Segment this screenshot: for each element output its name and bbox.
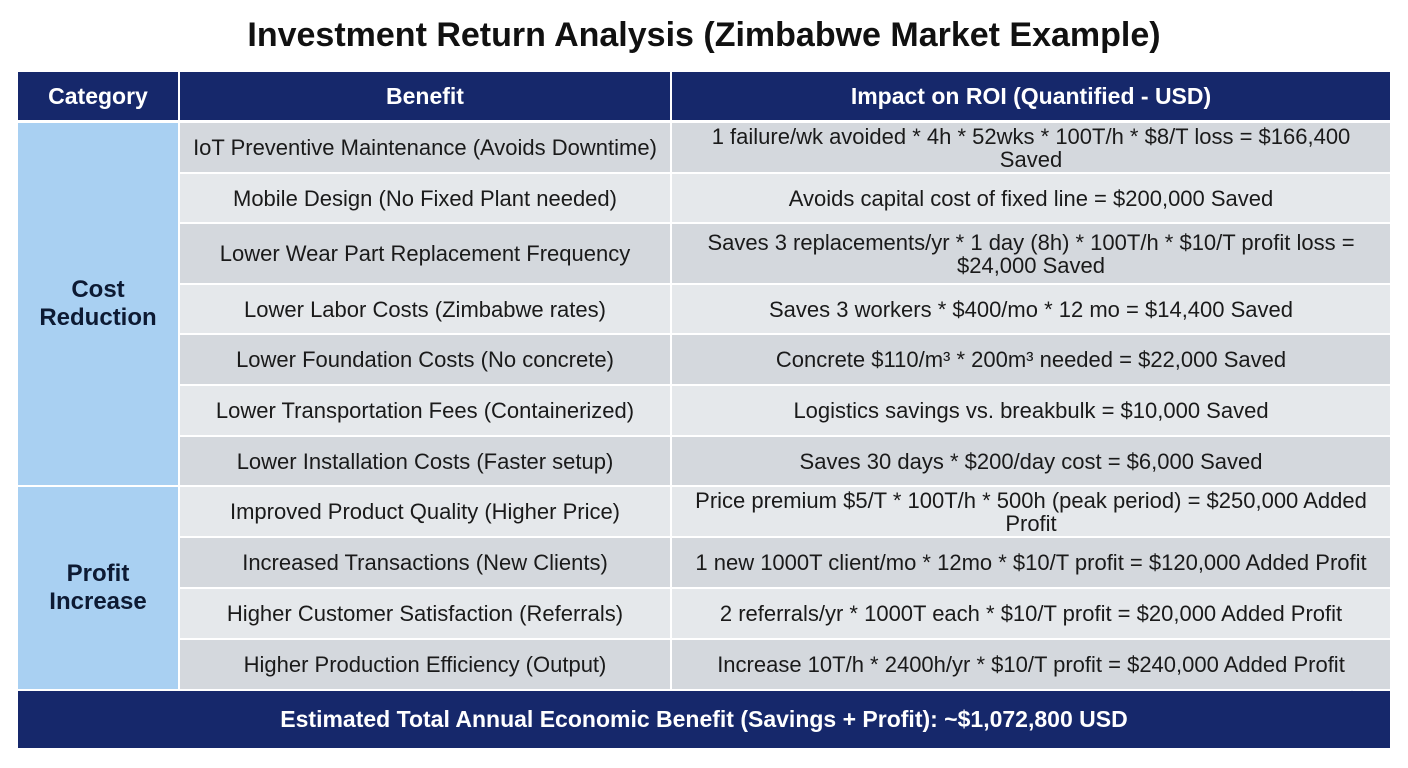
impact-cell: 1 new 1000T client/mo * 12mo * $10/T pro… bbox=[672, 538, 1390, 587]
footer-total: Estimated Total Annual Economic Benefit … bbox=[18, 691, 1390, 748]
benefit-cell: Lower Wear Part Replacement Frequency bbox=[180, 224, 670, 283]
impact-cell: Logistics savings vs. breakbulk = $10,00… bbox=[672, 386, 1390, 435]
benefit-cell: Lower Labor Costs (Zimbabwe rates) bbox=[180, 285, 670, 333]
impact-cell: 1 failure/wk avoided * 4h * 52wks * 100T… bbox=[672, 123, 1390, 172]
impact-cell: Concrete $110/m³ * 200m³ needed = $22,00… bbox=[672, 335, 1390, 384]
header-cell: Benefit bbox=[180, 72, 670, 120]
benefit-cell: Increased Transactions (New Clients) bbox=[180, 538, 670, 587]
benefit-cell: Lower Installation Costs (Faster setup) bbox=[180, 437, 670, 485]
category-cell: Cost Reduction bbox=[18, 123, 178, 485]
impact-cell: Price premium $5/T * 100T/h * 500h (peak… bbox=[672, 487, 1390, 536]
impact-cell: Saves 3 workers * $400/mo * 12 mo = $14,… bbox=[672, 285, 1390, 333]
benefit-cell: Improved Product Quality (Higher Price) bbox=[180, 487, 670, 536]
benefit-cell: Mobile Design (No Fixed Plant needed) bbox=[180, 174, 670, 222]
impact-cell: Increase 10T/h * 2400h/yr * $10/T profit… bbox=[672, 640, 1390, 689]
header-cell: Impact on ROI (Quantified - USD) bbox=[672, 72, 1390, 120]
benefit-cell: IoT Preventive Maintenance (Avoids Downt… bbox=[180, 123, 670, 172]
benefit-cell: Lower Foundation Costs (No concrete) bbox=[180, 335, 670, 384]
title: Investment Return Analysis (Zimbabwe Mar… bbox=[247, 16, 1161, 54]
benefit-cell: Lower Transportation Fees (Containerized… bbox=[180, 386, 670, 435]
header-cell: Category bbox=[18, 72, 178, 120]
benefit-cell: Higher Production Efficiency (Output) bbox=[180, 640, 670, 689]
benefit-cell: Higher Customer Satisfaction (Referrals) bbox=[180, 589, 670, 638]
category-cell: Profit Increase bbox=[18, 487, 178, 689]
impact-cell: Saves 3 replacements/yr * 1 day (8h) * 1… bbox=[672, 224, 1390, 283]
impact-cell: 2 referrals/yr * 1000T each * $10/T prof… bbox=[672, 589, 1390, 638]
impact-cell: Saves 30 days * $200/day cost = $6,000 S… bbox=[672, 437, 1390, 485]
impact-cell: Avoids capital cost of fixed line = $200… bbox=[672, 174, 1390, 222]
